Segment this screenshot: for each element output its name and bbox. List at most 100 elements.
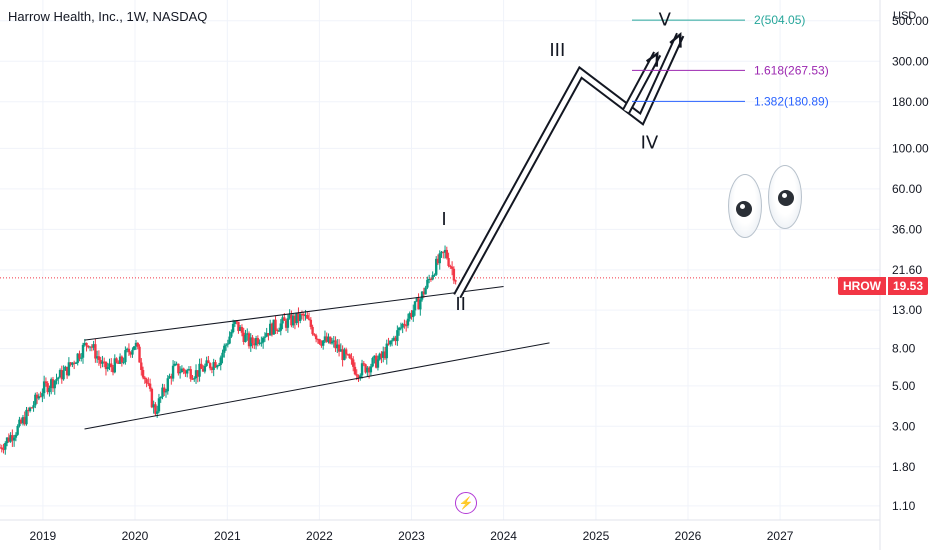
candle-body <box>404 325 408 327</box>
candle-body <box>28 407 32 412</box>
candle-body <box>57 377 60 380</box>
candle-body <box>134 342 138 347</box>
x-tick-label: 2022 <box>306 529 333 543</box>
candle-body <box>136 342 139 347</box>
chart-title: Harrow Health, Inc., 1W, NASDAQ <box>8 9 208 24</box>
y-tick-label: 60.00 <box>892 182 922 196</box>
candle-body <box>281 317 284 324</box>
candle-body <box>279 323 283 331</box>
candle-body <box>184 371 187 374</box>
candle-body <box>168 376 171 379</box>
candle-body <box>55 379 58 381</box>
candle-body <box>101 361 104 364</box>
candle-body <box>364 364 367 373</box>
candle-body <box>87 345 90 348</box>
candle-body <box>306 315 309 319</box>
candle-body <box>230 332 233 337</box>
candle-body <box>200 363 203 369</box>
candle-body <box>336 344 339 349</box>
projection-arrowhead <box>669 32 682 48</box>
candle-body <box>238 327 242 331</box>
candle-body <box>265 333 268 337</box>
candle-body <box>269 323 272 336</box>
candle-body <box>330 341 334 344</box>
y-tick-label: 300.00 <box>892 54 929 68</box>
candle-body <box>253 343 256 346</box>
candle-body <box>83 342 86 345</box>
candle-body <box>170 376 173 379</box>
candle-body <box>208 363 212 369</box>
candle-body <box>164 391 168 393</box>
wave-label: II <box>455 294 466 315</box>
candle-body <box>221 352 224 358</box>
candle-body <box>297 312 300 321</box>
candle-body <box>90 346 94 348</box>
candle-body <box>429 278 433 280</box>
candle-body <box>242 332 245 342</box>
wave-label: V <box>659 10 672 31</box>
candle-body <box>203 365 207 372</box>
candle-body <box>120 356 124 363</box>
candle-body <box>104 361 108 370</box>
candle-body <box>152 404 155 408</box>
candle-body <box>251 337 254 344</box>
candle-body <box>283 317 286 321</box>
candle-body <box>14 434 18 438</box>
y-tick-label: 100.00 <box>892 141 929 155</box>
last-price-value: 19.53 <box>888 277 929 295</box>
candle-body <box>378 353 381 360</box>
candle-body <box>74 362 78 364</box>
x-tick-label: 2025 <box>583 529 610 543</box>
candle-body <box>355 374 358 376</box>
candle-body <box>334 340 337 349</box>
y-tick-label: 8.00 <box>892 342 916 356</box>
candle-body <box>99 359 102 364</box>
x-tick-label: 2027 <box>767 529 794 543</box>
candle-body <box>295 312 298 324</box>
candle-body <box>226 343 230 345</box>
candle-body <box>44 381 48 384</box>
y-tick-label: 21.60 <box>892 263 922 277</box>
candle-body <box>27 409 30 412</box>
candle-body <box>23 417 26 425</box>
candle-body <box>5 437 9 443</box>
candle-body <box>88 346 92 348</box>
candle-body <box>171 365 175 379</box>
candle-body <box>46 383 49 393</box>
wave-label: III <box>549 40 565 61</box>
y-tick-label: 1.80 <box>892 460 916 474</box>
candle-body <box>344 349 348 355</box>
candle-body <box>163 387 166 393</box>
lightning-icon[interactable]: ⚡ <box>455 492 477 514</box>
candle-body <box>58 370 62 378</box>
ticker-symbol: HROW <box>838 277 886 295</box>
candle-body <box>387 343 390 345</box>
candle-body <box>122 362 125 364</box>
candle-body <box>97 356 101 360</box>
candle-body <box>140 362 143 370</box>
fib-level-label: 2(504.05) <box>754 13 805 27</box>
channel-lower-line <box>84 342 550 430</box>
y-tick-label: 1.10 <box>892 499 916 513</box>
candle-body <box>155 411 159 414</box>
candle-body <box>159 397 162 399</box>
candle-body <box>348 354 351 359</box>
y-tick-label: 36.00 <box>892 222 922 236</box>
candle-body <box>154 404 157 414</box>
candle-body <box>115 358 118 363</box>
candle-body <box>256 338 260 344</box>
candle-body <box>16 426 19 435</box>
candle-body <box>231 323 235 333</box>
candle-body <box>321 340 325 346</box>
candle-body <box>401 323 404 328</box>
candle-body <box>415 298 418 302</box>
x-tick-label: 2023 <box>398 529 425 543</box>
last-price-badge[interactable]: HROW 19.53 <box>838 277 929 295</box>
candle-body <box>48 388 51 393</box>
candle-body <box>367 367 371 373</box>
candle-body <box>267 333 270 336</box>
candle-body <box>129 352 132 355</box>
right-pupil <box>778 190 794 206</box>
candle-body <box>396 330 399 342</box>
